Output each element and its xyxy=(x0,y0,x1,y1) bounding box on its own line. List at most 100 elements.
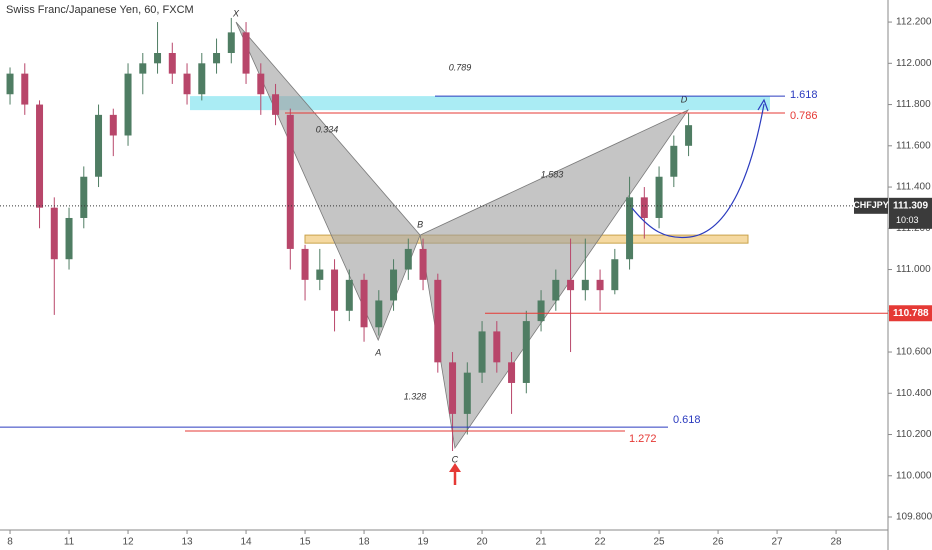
y-tick-label: 110.400 xyxy=(896,388,932,399)
level-label: 1.618 xyxy=(790,89,818,101)
candle-body xyxy=(331,269,339,311)
pattern-point-label: A xyxy=(374,347,381,357)
candle-body xyxy=(522,321,530,383)
candle-body xyxy=(567,279,575,291)
pattern-point-label: C xyxy=(452,454,459,464)
x-tick-label: 12 xyxy=(122,537,134,548)
candle-body xyxy=(80,176,88,218)
candle-body xyxy=(419,248,427,280)
candle-body xyxy=(139,63,147,74)
y-tick-label: 111.000 xyxy=(896,264,931,275)
candle-body xyxy=(272,94,280,115)
x-tick-label: 18 xyxy=(358,537,370,548)
pattern-point-label: D xyxy=(681,94,688,104)
x-tick-label: 21 xyxy=(535,537,547,548)
y-tick-label: 110.200 xyxy=(896,429,932,440)
x-tick-label: 27 xyxy=(772,537,784,548)
candle-body xyxy=(508,362,516,383)
candle-body xyxy=(227,32,235,53)
y-tick-label: 112.200 xyxy=(896,17,932,28)
ratio-label: 1.583 xyxy=(541,169,564,179)
candle-body xyxy=(213,53,221,64)
last-price-label: 111.309 xyxy=(893,200,928,211)
x-tick-label: 15 xyxy=(299,537,311,548)
candle-body xyxy=(640,197,648,218)
y-tick-label: 111.600 xyxy=(896,140,931,151)
x-tick-label: 25 xyxy=(654,537,666,548)
y-tick-label: 109.800 xyxy=(896,512,932,523)
x-tick-label: 20 xyxy=(476,537,488,548)
candle-body xyxy=(183,73,191,95)
candle-body xyxy=(50,207,58,260)
x-tick-label: 19 xyxy=(417,537,429,548)
candle-body xyxy=(537,300,545,322)
level-label: 0.618 xyxy=(673,414,701,426)
price-badge xyxy=(889,305,932,322)
candle-body xyxy=(124,73,132,136)
y-tick-label: 111.400 xyxy=(896,182,931,193)
level-label: 1.272 xyxy=(629,433,657,445)
candle-body xyxy=(493,331,501,363)
candle-body xyxy=(242,32,250,74)
candle-body xyxy=(552,279,560,301)
price-badge xyxy=(889,197,932,229)
candle-body xyxy=(65,217,73,260)
x-tick-label: 13 xyxy=(181,537,193,548)
candle-body xyxy=(463,372,471,414)
y-tick-label: 111.800 xyxy=(896,99,931,110)
candle-body xyxy=(168,53,176,74)
candle-body xyxy=(109,114,117,136)
candle-body xyxy=(404,248,412,270)
candle-body xyxy=(301,248,309,280)
candle-body xyxy=(390,269,398,301)
candle-body xyxy=(345,279,353,311)
candle-body xyxy=(6,73,14,95)
candle-body xyxy=(611,259,619,291)
candle-body xyxy=(626,197,634,260)
ratio-label: 0.334 xyxy=(316,124,339,134)
candle-body xyxy=(316,269,324,280)
y-tick-label: 110.600 xyxy=(896,347,932,358)
y-tick-label: 112.000 xyxy=(896,58,932,69)
x-tick-label: 14 xyxy=(240,537,252,548)
signal-arrow-head xyxy=(449,463,461,472)
candle-body xyxy=(581,279,589,291)
x-tick-label: 22 xyxy=(595,537,607,548)
candle-body xyxy=(596,279,604,291)
candle-body xyxy=(670,145,678,177)
candle-body xyxy=(95,114,103,177)
level-label: 0.786 xyxy=(790,110,818,122)
projection-curve xyxy=(631,103,765,239)
x-tick-label: 8 xyxy=(7,537,13,548)
candle-body xyxy=(449,362,457,414)
pattern-point-label: X xyxy=(232,8,240,18)
candle-body xyxy=(36,104,44,208)
candle-body xyxy=(434,279,442,363)
zone xyxy=(190,96,770,111)
x-tick-label: 11 xyxy=(64,537,75,548)
candle-body xyxy=(375,300,383,328)
projection-arrow-head xyxy=(757,98,769,112)
countdown-label: 10:03 xyxy=(896,215,919,225)
candle-body xyxy=(257,73,265,95)
candle-body xyxy=(685,125,693,146)
y-tick-label: 110.000 xyxy=(896,470,932,481)
candle-body xyxy=(655,176,663,218)
symbol-badge xyxy=(854,197,888,214)
x-tick-label: 28 xyxy=(831,537,843,548)
chart-title: Swiss Franc/Japanese Yen, 60, FXCM xyxy=(6,4,194,16)
price-badge-label: 110.788 xyxy=(893,308,929,319)
candle-body xyxy=(360,279,368,328)
pattern-triangle xyxy=(235,21,421,342)
ratio-label: 0.789 xyxy=(449,62,472,72)
candle-body xyxy=(198,63,206,95)
symbol-label: CHFJPY xyxy=(853,200,889,210)
ratio-label: 1.328 xyxy=(404,391,427,401)
candle-body xyxy=(154,53,162,64)
pattern-point-label: B xyxy=(417,219,423,229)
candle-body xyxy=(478,331,486,373)
candle-body xyxy=(286,114,294,249)
candle-body xyxy=(21,73,29,105)
